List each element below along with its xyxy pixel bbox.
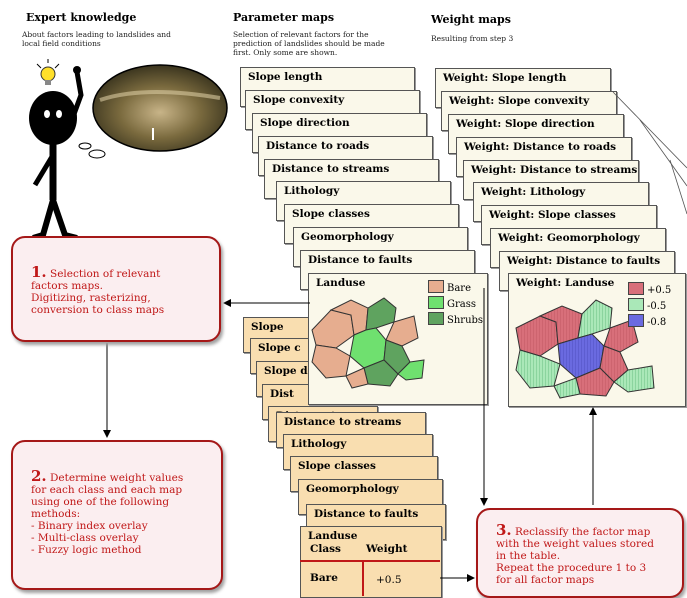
weight-map-card-label: Weight: Slope direction [456,118,595,130]
weight-map-card-label: Weight: Slope length [443,72,567,84]
step-2-line-4: methods: [31,508,81,520]
legend-label: Grass [447,299,476,310]
expert-title: Expert knowledge [26,11,137,24]
legend-swatch [428,296,444,309]
legend-label: +0.5 [647,285,672,296]
legend-swatch [428,280,444,293]
landuse-legend: Bare Grass Shrubs [428,280,488,330]
table-cell-class: Bare [310,572,338,584]
step-2-line-3: using one of the following [31,496,170,508]
step-3-line-5: for all factor maps [496,574,595,586]
table-cell-weight: +0.5 [376,574,402,586]
step-3-box: 3. Reclassify the factor map with the we… [476,508,684,598]
table-card-label: Distance to streams [284,416,402,428]
weight-map-card-label: Weight: Slope convexity [449,95,590,107]
table-card-11: Landuse [300,526,442,598]
weight-maps-title: Weight maps [431,13,511,26]
lightbulb-icon [36,59,60,85]
weight-map-card-label: Weight: Geomorphology [498,232,640,244]
step-2-number: 2. [31,467,47,485]
table-card-label: Geomorphology [306,483,399,495]
weight-legend: +0.5 -0.5 -0.8 [628,282,683,332]
table-card-label: Distance to faults [314,508,419,520]
legend-item: -0.5 [628,298,666,312]
photo-icon [92,64,228,152]
parameter-map-card-label: Distance to roads [266,140,370,152]
weight-map-card-label: Weight: Landuse [516,277,615,289]
legend-swatch [628,314,644,327]
legend-item: -0.8 [628,314,666,328]
legend-label: -0.5 [647,301,667,312]
legend-label: Shrubs [447,315,484,326]
weight-map-card-label: Weight: Distance to roads [464,141,617,153]
weight-map-card-label: Weight: Distance to faults [507,255,661,267]
table-card-label: Slope c [258,342,301,354]
legend-item: Bare [428,280,471,294]
step-2-line-5: - Binary index overlay [31,520,148,532]
step-1-box: 1. Selection of relevant factors maps. D… [11,236,221,342]
parameter-map-card-label: Distance to faults [308,254,413,266]
legend-label: -0.8 [647,317,667,328]
step-1-number: 1. [31,263,47,281]
weight-maps-subtitle: Resulting from step 3 [431,34,514,43]
table-header-weight: Weight [366,543,408,555]
weight-table: Class Weight Bare +0.5 [300,528,440,596]
table-card-label: Dist [270,388,294,400]
step-2-line-6: - Multi-class overlay [31,532,139,544]
table-header-class: Class [310,543,341,555]
parameter-map-card-label: Slope length [248,71,323,83]
parameter-map-card-label: Geomorphology [301,231,394,243]
parameter-map-card-label: Distance to streams [272,163,390,175]
step-3-line-4: Repeat the procedure 1 to 3 [496,562,647,574]
expert-subtitle: About factors leading to landslides and … [22,30,171,48]
legend-label: Bare [447,283,472,294]
step-3-line-1: Reclassify the factor map [515,526,651,538]
parameter-maps-title: Parameter maps [233,11,335,24]
weight-map-card-label: Weight: Distance to streams [471,164,638,176]
parameter-map-card-label: Lithology [284,185,340,197]
step-1-line-2: factors maps. [31,280,103,292]
legend-swatch [628,298,644,311]
step-3-line-2: with the weight values stored [496,538,654,550]
stick-figure-icon [29,59,228,241]
table-card-label: Lithology [291,438,347,450]
legend-item: Grass [428,296,476,310]
parameter-map-card-label: Landuse [316,277,366,289]
step-1-line-1: Selection of relevant [50,268,161,280]
step-2-box: 2. Determine weight values for each clas… [11,440,223,590]
legend-item: Shrubs [428,312,483,326]
step-2-line-7: - Fuzzy logic method [31,544,142,556]
legend-swatch [628,282,644,295]
landuse-map [311,297,425,389]
table-card-label: Slope d [264,365,308,377]
parameter-map-card-label: Slope convexity [253,94,345,106]
parameter-map-card-label: Slope classes [292,208,370,220]
step-3-number: 3. [496,521,512,539]
parameter-map-card-label: Slope direction [260,117,350,129]
legend-item: +0.5 [628,282,671,296]
weight-map-card-label: Weight: Slope classes [489,209,616,221]
step-1-line-3: Digitizing, rasterizing, [31,292,151,304]
parameter-maps-subtitle: Selection of relevant factors for the pr… [233,30,385,57]
step-3-line-3: in the table. [496,550,561,562]
step-2-line-1: Determine weight values [50,472,184,484]
table-card-label: Slope [251,321,284,333]
weight-map-card-label: Weight: Lithology [481,186,586,198]
table-card-label: Slope classes [298,460,376,472]
step-2-line-2: for each class and each map [31,484,183,496]
legend-swatch [428,312,444,325]
table-card-label: Landuse [308,530,358,542]
step-1-line-4: conversion to class maps [31,304,165,316]
